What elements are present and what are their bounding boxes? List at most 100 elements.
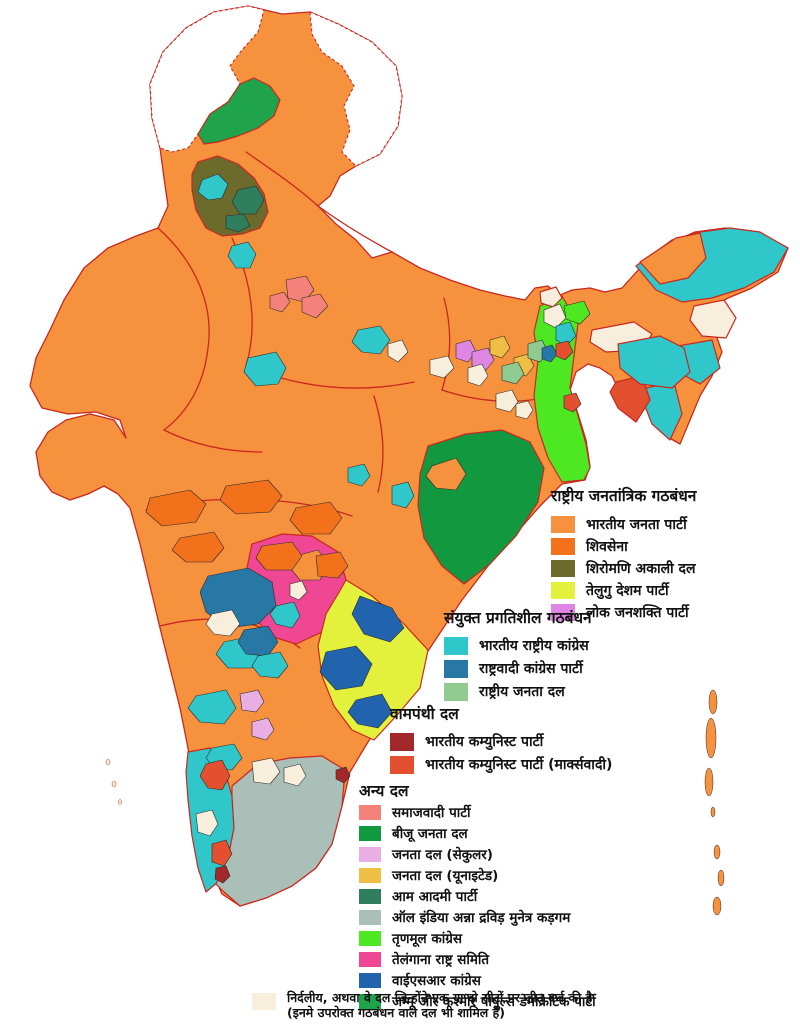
legend-item-bjd: बीजू जनता दल <box>359 824 596 842</box>
state-line <box>317 205 393 253</box>
color-swatch-ysrcp <box>359 972 381 988</box>
patch-ap-ysr-2 <box>319 645 373 691</box>
patch-northbengal-tmc <box>563 300 591 325</box>
legend-title-upa: संयुक्त प्रगतिशील गठबंधन <box>444 609 592 627</box>
legend-label: राष्ट्रीय जनता दल <box>479 684 565 700</box>
legend-item-shivsena: शिवसेना <box>551 537 696 556</box>
state-line <box>373 395 384 493</box>
legend-item-jdu: जनता दल (यूनाइटेड) <box>359 866 596 884</box>
legend-label: वाईएसआर कांग्रेस <box>392 973 481 989</box>
legend-label: ऑल इंडिया अन्ना द्रविड़ मुनेत्र कड़गम <box>392 910 571 926</box>
patch-bihar-independent <box>467 363 489 387</box>
legend-label: तृणमूल कांग्रेस <box>392 931 462 947</box>
patch-up-sp-1 <box>285 275 315 303</box>
island <box>717 869 725 887</box>
legend-section-other-parties: अन्य दल समाजवादी पार्टी बीजू जनता दल जनत… <box>359 779 596 1013</box>
patch-mh-independent <box>205 609 241 637</box>
legend-label: शिरोमणि अकाली दल <box>586 561 696 577</box>
legend-item-trs: तेलंगाना राष्ट्र समिति <box>359 950 596 968</box>
legend-label: जम्मू और कश्मीर पीपुल्स डेमोक्रेटिक पार्… <box>392 994 596 1010</box>
legend-label: भारतीय कम्युनिस्ट पार्टी <box>425 734 544 750</box>
footnote-line-2: (इनमे उपरोक्त गठबंधन वाले दल भी शामिल है… <box>287 1004 505 1020</box>
legend-label: भारतीय जनता पार्टी <box>586 517 687 533</box>
patch-mh-shivsena-2 <box>219 479 283 515</box>
legend-label: राष्ट्रवादी कांग्रेस पार्टी <box>479 661 583 677</box>
patch-up-independent-2 <box>429 355 455 379</box>
region-andhra-tdp <box>317 579 429 741</box>
island <box>712 896 722 916</box>
legend-item-tmc: तृणमूल कांग्रेस <box>359 929 596 947</box>
region-tamilnadu-aiadmk <box>215 755 346 907</box>
patch-tn-cpi <box>335 766 351 784</box>
patch-up-sp-2 <box>301 293 329 319</box>
region-pok-disputed <box>149 5 265 153</box>
legend-title-other-parties: अन्य दल <box>359 782 409 800</box>
legend-item-sp: समाजवादी पार्टी <box>359 803 596 821</box>
patch-telangana-inc <box>269 601 301 629</box>
patch-mh-inc <box>251 651 289 679</box>
patch-karnataka-jds-1 <box>239 689 265 713</box>
patch-kerala-independent <box>195 809 219 837</box>
legend-item-ljp: लोक जनशक्ति पार्टी <box>551 603 696 622</box>
color-swatch-tdp <box>551 582 575 599</box>
andaman-nicobar-islands <box>704 689 725 916</box>
legend-item-jkpdp: जम्मू और कश्मीर पीपुल्स डेमोक्रेटिक पार्… <box>359 992 596 1010</box>
patch-kerala-cpim-2 <box>211 839 233 867</box>
legend-label: लोक जनशक्ति पार्टी <box>586 605 689 621</box>
color-swatch-cpim <box>390 755 414 774</box>
legend-item-ysrcp: वाईएसआर कांग्रेस <box>359 971 596 989</box>
legend-label: समाजवादी पार्टी <box>392 805 471 821</box>
patch-karnataka-jds-2 <box>251 717 275 741</box>
region-aksai-chin-disputed <box>309 11 403 167</box>
color-swatch-jdu <box>359 867 381 883</box>
legend-label: भारतीय कम्युनिस्ट पार्टी (मार्क्सवादी) <box>425 757 613 773</box>
patch-up-inc <box>351 325 391 355</box>
patch-karnataka-inc-2 <box>187 689 237 725</box>
patch-kerala-cpi <box>214 865 231 884</box>
color-swatch-jkpdp <box>359 993 381 1009</box>
island <box>111 780 117 788</box>
state-line <box>245 151 319 207</box>
region-assam-south-inc <box>617 335 691 389</box>
patch-wb-cpim-1 <box>555 340 574 361</box>
color-swatch-rjd <box>444 682 468 701</box>
patch-mp-inc-2 <box>347 463 371 487</box>
state-line <box>163 429 263 453</box>
island <box>713 844 721 860</box>
region-kashmir-valley-jkpdp <box>197 77 281 145</box>
disputed-territories <box>149 5 403 167</box>
patch-bihar-rjd-1 <box>501 361 525 385</box>
patch-punjab-aap-1 <box>231 185 265 215</box>
legend-item-jds: जनता दल (सेकुलर) <box>359 845 596 863</box>
region-sikkim-independent <box>539 286 563 308</box>
legend-label: तेलंगाना राष्ट्र समिति <box>392 952 490 968</box>
patch-mh-shivsena-4 <box>171 531 225 563</box>
legend-label: भारतीय राष्ट्रीय कांग्रेस <box>479 638 589 654</box>
island <box>705 717 717 759</box>
patch-bihar-ncp <box>541 344 558 363</box>
color-swatch-ljp <box>551 604 575 621</box>
region-west-bengal-tmc <box>533 295 591 483</box>
lakshadweep-islands <box>105 758 122 805</box>
legend-section-nda: राष्ट्रीय जनतांत्रिक गठबंधन भारतीय जनता … <box>551 484 696 625</box>
legend-section-left-parties: वामपंथी दल भारतीय कम्युनिस्ट पार्टी भारत… <box>390 702 612 778</box>
color-swatch-trs <box>359 951 381 967</box>
legend-label: तेलुगु देशम पार्टी <box>586 583 669 599</box>
patch-wb-cpim-2 <box>563 392 582 413</box>
region-punjab-sad <box>191 155 269 237</box>
patch-mh-shivsena-5 <box>255 541 303 571</box>
state-line <box>441 389 545 402</box>
legend-item-tdp: तेलुगु देशम पार्टी <box>551 581 696 600</box>
island <box>708 689 718 715</box>
color-swatch-ncp <box>444 659 468 678</box>
legend-label: आम आदमी पार्टी <box>392 889 478 905</box>
color-swatch-jds <box>359 846 381 862</box>
legend-section-upa: संयुक्त प्रगतिशील गठबंधन भारतीय राष्ट्री… <box>444 606 592 705</box>
patch-karnataka-independent <box>251 757 281 785</box>
legend-item-sad: शिरोमणि अकाली दल <box>551 559 696 578</box>
color-swatch-bjp <box>551 516 575 533</box>
patch-ap-ysr-1 <box>351 595 405 643</box>
legend-item-cpi: भारतीय कम्युनिस्ट पार्टी <box>390 732 612 751</box>
legend-label: बीजू जनता दल <box>392 826 468 842</box>
